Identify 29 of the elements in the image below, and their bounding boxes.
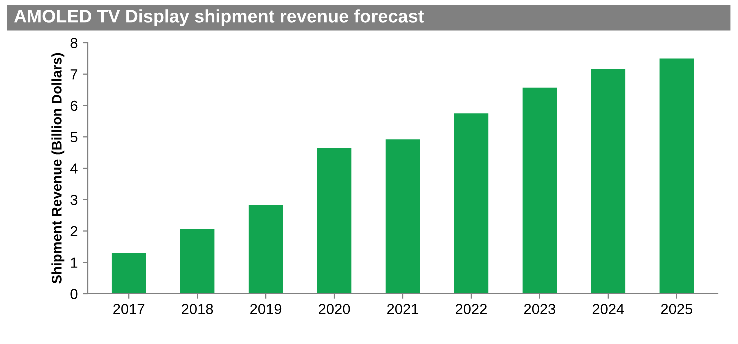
y-tick-label: 0 xyxy=(70,289,78,300)
bar xyxy=(591,69,626,294)
bar xyxy=(522,88,558,294)
x-tick-label: 2023 xyxy=(524,304,556,314)
x-tick-label: 2019 xyxy=(250,304,282,314)
x-tick-label: 2020 xyxy=(319,304,350,314)
y-tick-label: 1 xyxy=(71,258,78,268)
bar xyxy=(180,229,215,294)
y-tick-label: 4 xyxy=(70,164,78,174)
y-tick-label: 8 xyxy=(70,38,78,48)
bar xyxy=(317,148,352,294)
x-tick-label: 2022 xyxy=(456,304,487,314)
bar xyxy=(386,140,420,294)
bar xyxy=(454,114,489,294)
chart-title: AMOLED TV Display shipment revenue forecast xyxy=(14,10,424,26)
y-tick-label: 2 xyxy=(70,226,78,237)
x-tick-label: 2024 xyxy=(592,304,624,314)
bar xyxy=(248,205,284,294)
bar xyxy=(660,58,694,294)
y-tick-label: 3 xyxy=(70,194,78,206)
y-tick-label: 6 xyxy=(70,100,78,112)
x-tick-label: 2017 xyxy=(114,304,145,314)
x-tick-label: 2018 xyxy=(182,304,214,314)
y-axis-title: Shipment Revenue (Billion Dollars) xyxy=(52,53,65,284)
bar xyxy=(112,253,146,294)
y-tick-label: 7 xyxy=(70,70,78,80)
x-tick-label: 2025 xyxy=(661,304,693,314)
y-tick-label: 5 xyxy=(70,132,78,143)
x-tick-label: 2021 xyxy=(388,304,419,314)
